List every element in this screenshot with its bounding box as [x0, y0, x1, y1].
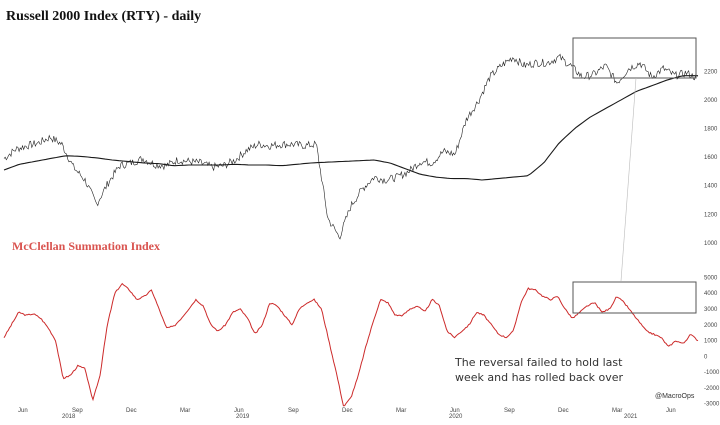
price-y-tick: 1800 [704, 127, 718, 133]
price-y-tick: 1000 [704, 241, 718, 247]
summation-y-tick: 3000 [704, 307, 718, 313]
price-y-tick: 1600 [704, 155, 718, 161]
x-tick-label: Dec [558, 408, 569, 414]
price-series-line [4, 54, 698, 239]
price-highlight-box [573, 38, 696, 78]
x-tick-label: Dec [126, 408, 137, 414]
summation-y-tick: 1000 [704, 339, 718, 345]
price-y-tick: 2000 [704, 98, 718, 104]
x-tick-label: Mar [180, 408, 190, 414]
year-label: 2021 [624, 414, 638, 420]
x-tick-label: Jun [18, 408, 28, 414]
chart-title: Russell 2000 Index (RTY) - daily [6, 9, 201, 24]
x-tick-label: Sep [504, 408, 515, 414]
x-tick-label: Dec [342, 408, 353, 414]
x-tick-label: Sep [288, 408, 299, 414]
note-line-2: week and has rolled back over [455, 371, 624, 384]
price-y-tick: 2200 [704, 69, 718, 75]
year-label: 2020 [449, 414, 463, 420]
summation-title: McClellan Summation Index [12, 239, 160, 253]
credit-label: @MacroOps [655, 393, 695, 400]
connector-line [621, 78, 636, 281]
price-y-tick: 1400 [704, 184, 718, 190]
summation-y-tick: 2000 [704, 323, 718, 329]
x-tick-label: Mar [396, 408, 406, 414]
price-layer [4, 38, 698, 239]
summation-y-tick: 0 [704, 354, 708, 360]
moving-average-line [4, 76, 698, 180]
summation-y-tick: -2000 [704, 386, 720, 392]
summation-highlight-box [573, 282, 696, 313]
summation-y-tick: -1000 [704, 370, 720, 376]
year-label: 2019 [236, 414, 250, 420]
price-y-tick: 1200 [704, 212, 718, 218]
summation-y-tick: 5000 [704, 275, 718, 281]
note-line-1: The reversal failed to hold last [454, 356, 623, 369]
x-tick-label: Jun [666, 408, 676, 414]
x-tick-label: Mar [612, 408, 622, 414]
summation-y-tick: 4000 [704, 291, 718, 297]
summation-y-tick: -3000 [704, 402, 720, 408]
year-label: 2018 [62, 414, 76, 420]
summation-series-line [4, 284, 698, 406]
